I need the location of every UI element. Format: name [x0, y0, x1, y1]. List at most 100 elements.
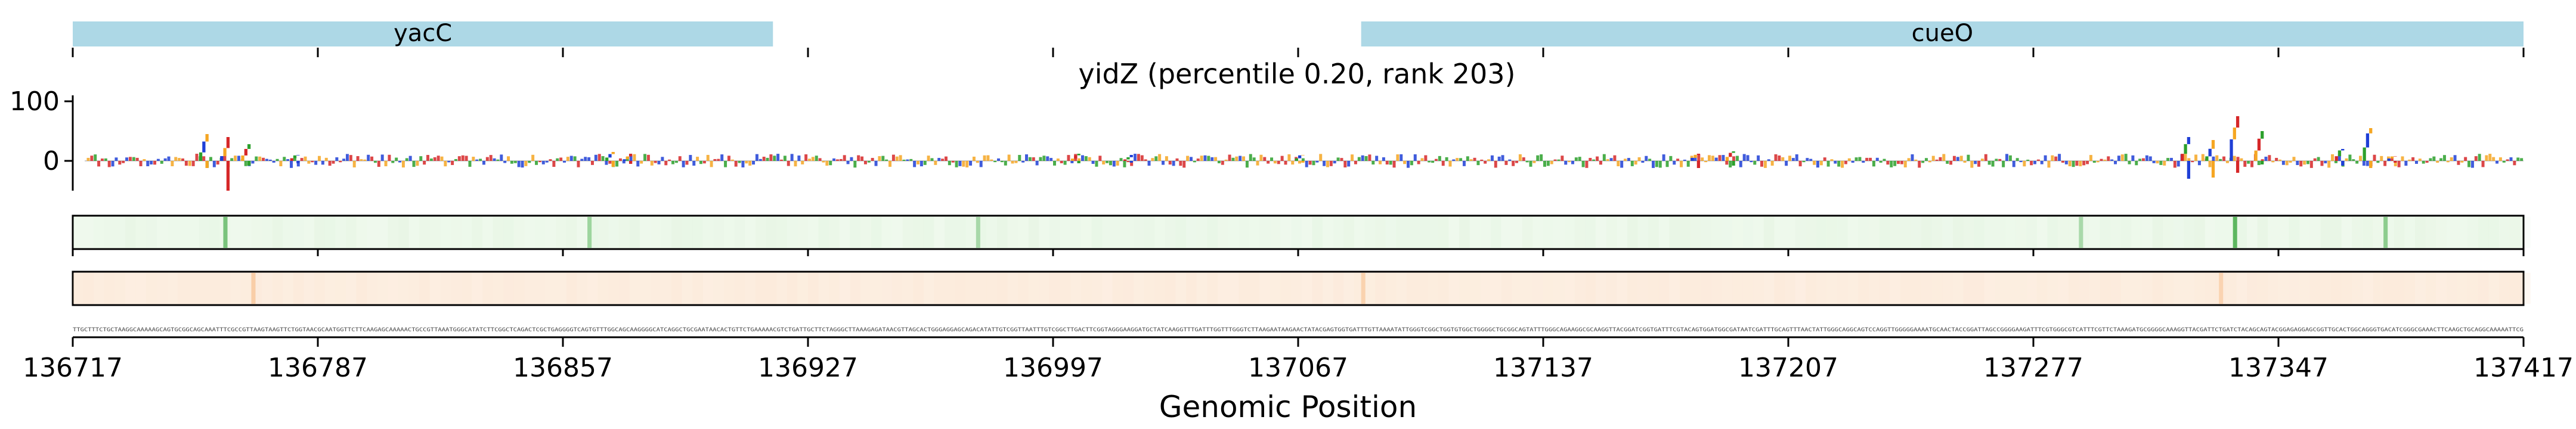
- logo-base-137025: [1151, 158, 1154, 161]
- green-cell-136969: [955, 217, 966, 248]
- logo-base-137107: [1438, 156, 1441, 161]
- logo-peak-1-down: [226, 161, 230, 191]
- orange-cell-136840: [503, 273, 514, 304]
- green-cell-137305: [2131, 217, 2142, 248]
- logo-base-137043: [1214, 157, 1218, 161]
- logo-base-136994: [1042, 156, 1046, 161]
- orange-cell-136729: [114, 273, 126, 304]
- logo-base-136958: [917, 161, 920, 164]
- logo-base-136771: [262, 157, 265, 161]
- green-cell-136828: [461, 217, 472, 248]
- logo-base-137111: [1452, 159, 1456, 161]
- orange-cell-137134: [1532, 273, 1543, 304]
- logo-peak-15-up-0: [2334, 156, 2338, 161]
- logo-base-137042: [1210, 157, 1214, 161]
- logo-base-137386: [2414, 161, 2418, 164]
- logo-peak-13-up-0: [2230, 139, 2233, 161]
- gene-track: yacC cueO: [72, 20, 2525, 57]
- logo-base-136788: [321, 161, 324, 165]
- logo-base-137252: [1946, 161, 1949, 164]
- logo-base-137291: [2082, 161, 2086, 166]
- orange-cell-136762: [230, 273, 241, 304]
- green-cell-137233: [1879, 217, 1890, 248]
- orange-cell-137398: [2457, 273, 2468, 304]
- logo-base-136859: [569, 156, 573, 161]
- logo-base-137334: [2233, 156, 2236, 161]
- logo-base-137129: [1515, 161, 1519, 163]
- logo-base-136721: [86, 157, 90, 161]
- logo-base-136817: [423, 161, 426, 165]
- logo-base-137233: [1879, 161, 1883, 163]
- logo-base-136850: [538, 161, 541, 163]
- logo-base-136935: [835, 159, 839, 161]
- logo-base-137317: [2173, 161, 2176, 168]
- logo-base-137068: [1301, 158, 1305, 161]
- green-cell-137380: [2394, 217, 2405, 248]
- green-cell-136840: [503, 217, 514, 248]
- green-cell-137293: [2089, 217, 2100, 248]
- logo-peak-4-up-1: [608, 154, 612, 158]
- green-cell-137341: [2257, 217, 2268, 248]
- orange-cell-137245: [1921, 273, 1932, 304]
- orange-cell-137056: [1259, 273, 1271, 304]
- orange-cell-137335: [2236, 273, 2247, 304]
- logo-peak-9-up-0: [1690, 157, 1694, 161]
- logo-peak-4-up-2: [611, 152, 615, 154]
- logo-base-137114: [1462, 161, 1466, 166]
- logo-base-137263: [1984, 154, 1987, 161]
- logo-base-137301: [2117, 156, 2120, 161]
- logo-base-137056: [1259, 154, 1263, 161]
- logo-base-136822: [440, 156, 444, 161]
- logo-base-137011: [1102, 161, 1106, 164]
- green-cell-137161: [1627, 217, 1638, 248]
- logo-base-137271: [2012, 161, 2015, 167]
- logo-base-137127: [1508, 159, 1512, 161]
- orange-cell-137215: [1816, 273, 1827, 304]
- green-cell-137179: [1690, 217, 1701, 248]
- green-cell-136810: [398, 217, 409, 248]
- logo-base-136946: [874, 161, 878, 166]
- logo-base-137182: [1701, 157, 1704, 161]
- logo-base-136949: [885, 159, 888, 161]
- logo-base-137006: [1084, 156, 1088, 161]
- green-cell-136807: [388, 217, 399, 248]
- logo-base-136913: [758, 158, 762, 161]
- logo-base-137344: [2268, 155, 2271, 161]
- logo-peak-13-up-1: [2233, 128, 2236, 139]
- logo-base-137146: [1574, 157, 1578, 161]
- logo-base-136907: [738, 161, 741, 163]
- logo-base-137109: [1445, 157, 1448, 161]
- logo-base-136812: [405, 158, 408, 161]
- green-cell-137272: [2015, 217, 2027, 248]
- orange-cell-136972: [965, 273, 976, 304]
- orange-cell-136999: [1060, 273, 1071, 304]
- green-cell-137155: [1606, 217, 1617, 248]
- green-cell-136780: [293, 217, 304, 248]
- logo-base-137413: [2509, 157, 2513, 161]
- logo-base-137180: [1693, 157, 1697, 161]
- logo-base-136928: [811, 157, 815, 161]
- green-cell-136792: [335, 217, 346, 248]
- green-cell-137047: [1228, 217, 1239, 248]
- orange-cell-137407: [2488, 273, 2499, 304]
- orange-cell-137122: [1490, 273, 1501, 304]
- logo-peak-8-up-1: [1298, 155, 1302, 158]
- logo-base-136868: [601, 156, 605, 161]
- logo-base-137159: [1620, 161, 1624, 168]
- green-cell-137320: [2184, 217, 2195, 248]
- green-cell-137131: [1522, 217, 1533, 248]
- logo-base-137090: [1379, 161, 1382, 164]
- logo-base-136798: [356, 156, 360, 161]
- logo-base-137154: [1602, 154, 1606, 161]
- logo-base-137391: [2432, 156, 2436, 161]
- green-cell-136915: [766, 217, 777, 248]
- sequence-text: TTGCTTTCTGCTAAGGCAAAAAGCAGTGCGGCAGCAAATT…: [73, 327, 2524, 333]
- green-cell-137185: [1711, 217, 1722, 248]
- logo-base-137118: [1476, 161, 1480, 166]
- orange-cell-136852: [545, 273, 556, 304]
- logo-base-136959: [919, 161, 923, 167]
- logo-base-137371: [2362, 161, 2366, 166]
- logo-base-136724: [97, 161, 101, 167]
- logo-base-137219: [1830, 159, 1834, 161]
- logo-base-137209: [1795, 154, 1798, 161]
